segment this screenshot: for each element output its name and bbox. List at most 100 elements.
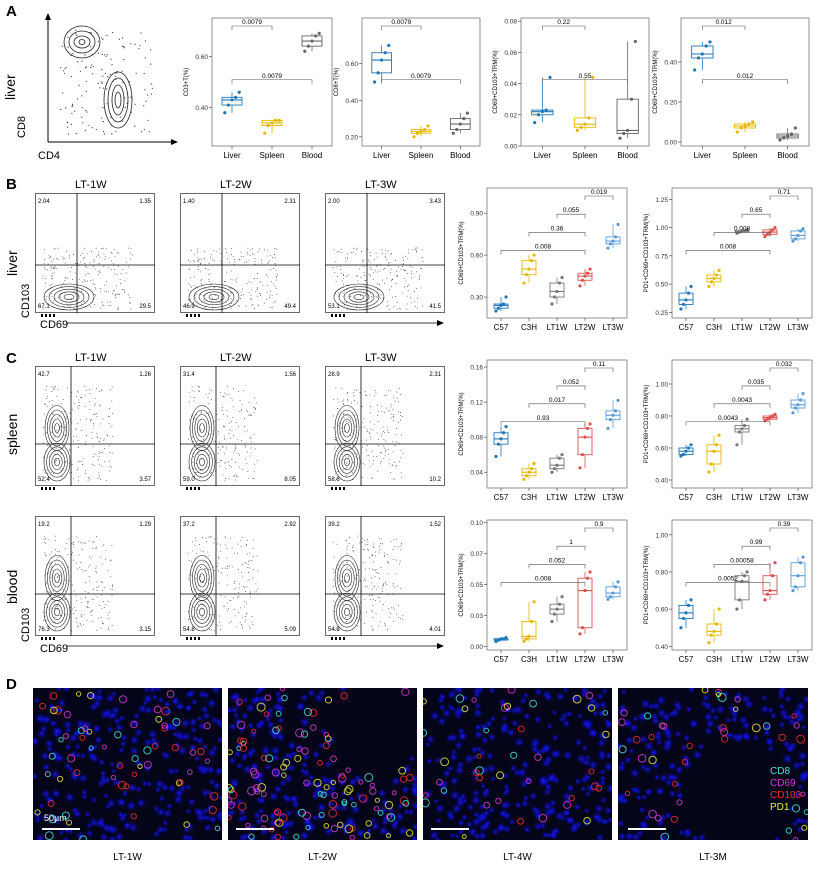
y-axis-label: CD3+T(%) bbox=[184, 68, 190, 97]
x-tick-label: Spleen bbox=[409, 151, 434, 160]
quadrant-value: 1.35 bbox=[139, 199, 151, 205]
data-point bbox=[768, 588, 772, 593]
scale-bar-3 bbox=[431, 828, 469, 830]
data-point bbox=[501, 302, 506, 306]
data-point bbox=[782, 136, 786, 140]
data-point bbox=[765, 417, 770, 421]
data-point bbox=[768, 230, 772, 234]
data-point bbox=[686, 446, 691, 450]
x-tick-label: C57 bbox=[679, 323, 694, 332]
data-point bbox=[529, 467, 534, 471]
data-point bbox=[550, 302, 554, 306]
data-point bbox=[689, 443, 693, 447]
quadrant-value: 42.7 bbox=[38, 372, 50, 378]
data-point bbox=[796, 403, 800, 407]
data-point bbox=[585, 576, 590, 580]
data-point bbox=[686, 291, 691, 295]
y-tick-label: 0.30 bbox=[470, 295, 483, 302]
p-value: 0.032 bbox=[776, 361, 793, 368]
x-tick-label: LT2W bbox=[760, 493, 781, 502]
quadrant-value: 37.2 bbox=[183, 522, 195, 528]
y-tick-label: 0.80 bbox=[655, 414, 668, 421]
data-point bbox=[743, 124, 747, 128]
data-point bbox=[277, 118, 281, 122]
y-tick-label: 1.00 bbox=[655, 532, 668, 539]
data-point bbox=[314, 34, 318, 38]
data-point bbox=[712, 449, 716, 453]
y-tick-label: 0.50 bbox=[655, 282, 668, 289]
y-tick-label: 0.40 bbox=[345, 98, 358, 105]
quadrant-value: 2.31 bbox=[429, 372, 441, 378]
data-point bbox=[548, 75, 552, 79]
data-point bbox=[793, 126, 797, 130]
axis-label-cd69-b: CD69 bbox=[40, 319, 69, 331]
data-point bbox=[494, 454, 498, 459]
data-point bbox=[608, 242, 613, 246]
p-value: 0.052 bbox=[549, 557, 566, 564]
y-tick-label: 0.10 bbox=[470, 520, 483, 527]
y-tick-label: 0.25 bbox=[655, 310, 668, 317]
y-axis-label: CD8+T(%) bbox=[334, 68, 340, 97]
box bbox=[616, 98, 639, 134]
x-tick-label: LT3W bbox=[788, 655, 809, 664]
x-tick-label: LT2W bbox=[760, 323, 781, 332]
data-point bbox=[527, 470, 531, 474]
x-tick-label: LT2W bbox=[575, 655, 596, 664]
y-tick-label: 0.16 bbox=[470, 365, 483, 372]
data-point bbox=[693, 68, 697, 72]
x-tick-label: LT3W bbox=[603, 323, 624, 332]
micrograph-lt2w bbox=[228, 688, 417, 840]
data-point bbox=[684, 611, 688, 615]
x-tick-label: Spleen bbox=[260, 151, 285, 160]
data-point bbox=[580, 278, 585, 282]
y-tick-label: 0.40 bbox=[664, 60, 677, 67]
flow-plot-spleen-0: 42.7 1.26 52.4 3.57 bbox=[35, 366, 155, 492]
boxplot-2: 0.00 0.02 0.04 0.06 0.08 CD69+CD103+TRM(%) Liv… bbox=[493, 17, 650, 160]
data-point bbox=[234, 95, 238, 99]
y-tick-label: 0.08 bbox=[504, 19, 517, 26]
data-point bbox=[522, 281, 526, 285]
x-tick-label: C3H bbox=[706, 323, 722, 332]
data-point bbox=[714, 273, 719, 277]
y-tick-label: 0.20 bbox=[345, 134, 358, 141]
data-point bbox=[557, 456, 562, 460]
data-point bbox=[578, 284, 582, 288]
flow-title: LT-3W bbox=[365, 352, 397, 364]
data-point bbox=[712, 629, 716, 634]
data-point bbox=[613, 409, 618, 413]
data-point bbox=[709, 280, 714, 284]
data-point bbox=[707, 284, 711, 288]
data-point bbox=[608, 418, 613, 422]
data-point bbox=[709, 633, 714, 637]
data-point bbox=[501, 637, 506, 641]
p-value: 0.0079 bbox=[242, 19, 262, 26]
p-value: 0.0079 bbox=[391, 19, 411, 26]
y-tick-label: 0.60 bbox=[655, 607, 668, 614]
data-point bbox=[578, 466, 582, 470]
micrograph-lt3m bbox=[618, 688, 808, 840]
data-point bbox=[587, 116, 591, 120]
data-point bbox=[578, 632, 582, 636]
data-point bbox=[712, 276, 716, 281]
data-point bbox=[679, 454, 683, 458]
boxplot-5: 0.25 0.50 0.75 1.00 1.25 PD1+CD69+CD103+TRM(%… bbox=[644, 187, 813, 332]
data-point bbox=[611, 239, 615, 243]
data-point bbox=[793, 585, 798, 589]
quadrant-value: 2.92 bbox=[284, 522, 296, 528]
data-point bbox=[588, 422, 592, 426]
data-point bbox=[524, 474, 529, 478]
data-point bbox=[588, 570, 592, 574]
quadrant-value: 1.40 bbox=[183, 199, 195, 205]
data-point bbox=[550, 470, 554, 474]
x-tick-label: C57 bbox=[494, 655, 509, 664]
quadrant-value: 4.01 bbox=[429, 627, 441, 633]
quadrant-value: 1.26 bbox=[139, 372, 151, 378]
data-point bbox=[555, 463, 559, 467]
data-point bbox=[708, 40, 712, 44]
y-tick-label: 0.90 bbox=[470, 211, 483, 218]
scale-bar bbox=[42, 828, 80, 830]
data-point bbox=[499, 437, 503, 441]
data-point bbox=[751, 120, 755, 124]
x-tick-label: C3H bbox=[521, 655, 537, 664]
data-point bbox=[709, 462, 714, 466]
